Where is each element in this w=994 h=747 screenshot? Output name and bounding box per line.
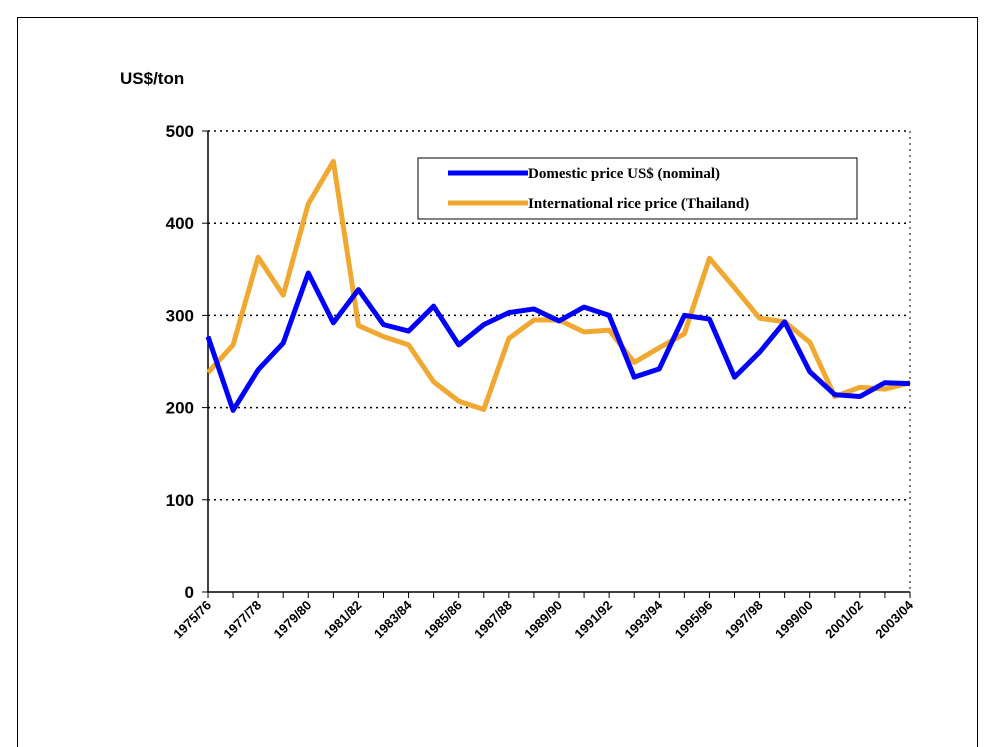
legend-label: International rice price (Thailand) [528, 196, 749, 212]
y-tick-label: 200 [166, 399, 194, 418]
x-tick-label: 1987/88 [471, 598, 515, 642]
y-tick-label: 500 [166, 122, 194, 141]
x-tick-label: 2003/04 [872, 597, 916, 641]
x-tick-label: 1993/94 [622, 597, 666, 641]
x-tick-label: 1989/90 [521, 598, 565, 642]
x-tick-label: 1995/96 [672, 598, 716, 642]
x-tick-label: 2001/02 [822, 598, 866, 642]
x-tick-label: 1975/76 [170, 598, 214, 642]
x-tick-label: 1999/00 [772, 598, 816, 642]
legend-label: Domestic price US$ (nominal) [528, 166, 720, 182]
y-tick-label: 0 [185, 583, 194, 602]
x-tick-label: 1977/78 [220, 598, 264, 642]
y-tick-label: 400 [166, 214, 194, 233]
series-line [205, 270, 911, 413]
x-tick-label: 1991/92 [571, 598, 615, 642]
y-tick-label: 100 [166, 491, 194, 510]
x-tick-label: 1983/84 [371, 597, 415, 641]
x-tick-label: 1997/98 [722, 598, 766, 642]
legend-box [417, 157, 858, 220]
frame [17, 17, 978, 747]
x-tick-label: 1985/86 [421, 598, 465, 642]
x-tick-label: 1979/80 [271, 598, 315, 642]
x-tick-label: 1981/82 [321, 598, 365, 642]
y-tick-label: 300 [166, 306, 194, 325]
y-axis-title: US$/ton [120, 69, 184, 88]
